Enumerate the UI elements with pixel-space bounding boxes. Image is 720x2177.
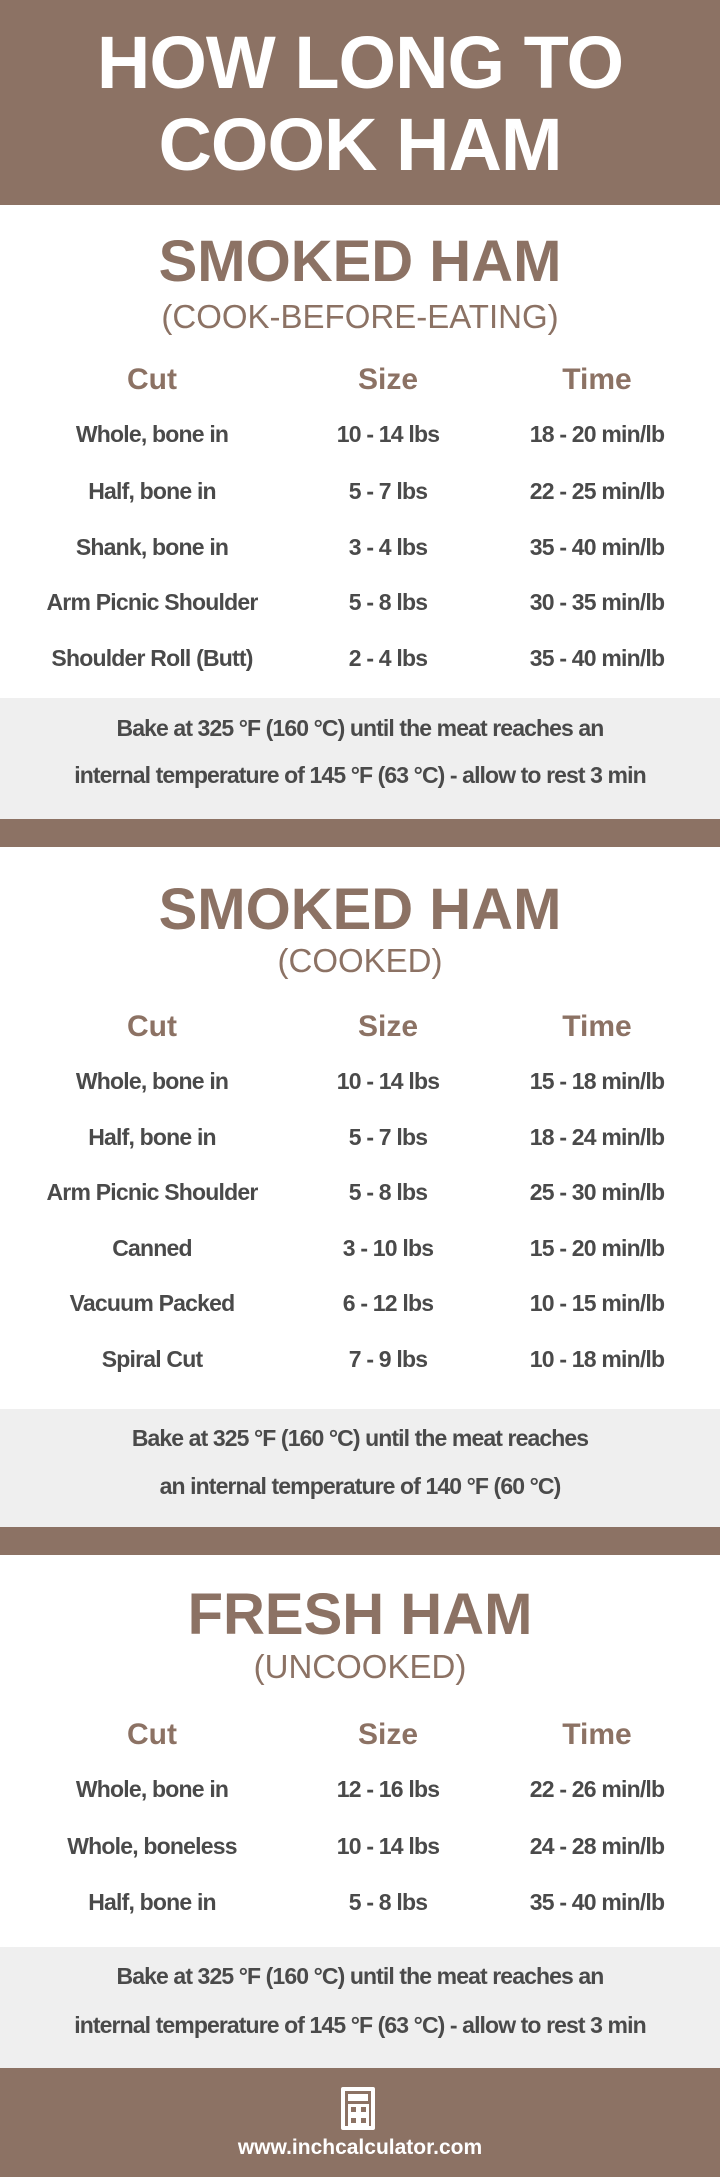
page-title-line-2: COOK HAM [158,103,562,186]
table-row: Half, bone in 5 - 8 lbs 35 - 40 min/lb [0,1887,720,1917]
cell-time: 25 - 30 min/lb [529,1179,665,1205]
section-divider [0,1527,720,1555]
cell-size: 10 - 14 lbs [336,421,440,447]
column-header-size: Size [357,363,419,396]
cell-cut: Spiral Cut [101,1346,203,1372]
cell-cut: Half, bone in [88,478,216,504]
column-header-time: Time [562,363,632,396]
section-divider [0,819,720,847]
cooking-note-line: an internal temperature of 140 °F (60 °C… [159,1473,562,1499]
cell-time: 10 - 15 min/lb [529,1290,665,1316]
cooking-note: Bake at 325 °F (160 °C) until the meat r… [0,698,720,819]
cell-time: 22 - 26 min/lb [529,1776,665,1802]
column-header-time: Time [562,1010,632,1043]
cell-cut: Shoulder Roll (Butt) [51,645,253,671]
column-header-row: Cut Size Time [0,1012,720,1042]
cell-cut: Canned [112,1235,192,1261]
cell-cut: Vacuum Packed [69,1290,236,1316]
cell-cut: Half, bone in [88,1889,216,1915]
table-row: Shoulder Roll (Butt) 2 - 4 lbs 35 - 40 min… [0,643,720,673]
cell-size: 3 - 4 lbs [348,534,428,560]
cell-cut: Shank, bone in [75,534,229,560]
cell-size: 10 - 14 lbs [336,1068,440,1094]
cooking-note-line: Bake at 325 °F (160 °C) until the meat r… [116,1963,605,1989]
cell-size: 5 - 8 lbs [348,589,428,615]
page-title-line-1: HOW LONG TO [96,21,624,104]
column-header-size: Size [357,1718,419,1751]
cooking-note-line: Bake at 325 °F (160 °C) until the meat r… [116,715,605,741]
cooking-note: Bake at 325 °F (160 °C) until the meat r… [0,1947,720,2068]
cell-size: 7 - 9 lbs [348,1346,428,1372]
cell-cut: Arm Picnic Shoulder [46,589,258,615]
footer: www.inchcalculator.com [0,2068,720,2177]
cell-time: 30 - 35 min/lb [529,589,665,615]
cell-time: 18 - 20 min/lb [529,421,665,447]
column-header-time: Time [562,1718,632,1751]
cell-size: 2 - 4 lbs [348,645,428,671]
table-row: Arm Picnic Shoulder 5 - 8 lbs 25 - 30 min/… [0,1177,720,1207]
cell-cut: Half, bone in [88,1124,216,1150]
cell-time: 24 - 28 min/lb [529,1833,665,1859]
cell-time: 15 - 18 min/lb [529,1068,665,1094]
table-row: Spiral Cut 7 - 9 lbs 10 - 18 min/lb [0,1344,720,1374]
column-header-cut: Cut [127,363,177,396]
cell-size: 5 - 7 lbs [348,1124,428,1150]
section-title: SMOKED HAM [158,229,562,294]
table-row: Whole, bone in 10 - 14 lbs 15 - 18 min/lb [0,1066,720,1096]
cell-time: 35 - 40 min/lb [529,534,665,560]
cell-size: 5 - 8 lbs [348,1889,428,1915]
cell-time: 18 - 24 min/lb [529,1124,665,1150]
cell-size: 12 - 16 lbs [336,1776,440,1802]
column-header-cut: Cut [127,1010,177,1043]
website-url[interactable]: www.inchcalculator.com [237,2136,483,2159]
column-header-size: Size [357,1010,419,1043]
table-row: Arm Picnic Shoulder 5 - 8 lbs 30 - 35 min/… [0,587,720,617]
cell-cut: Whole, bone in [75,421,229,447]
cell-size: 10 - 14 lbs [336,1833,440,1859]
column-header-row: Cut Size Time [0,1720,720,1750]
cell-cut: Whole, boneless [67,1833,237,1859]
section-subtitle: (COOKED) [277,942,443,979]
cell-time: 35 - 40 min/lb [529,645,665,671]
table-row: Vacuum Packed 6 - 12 lbs 10 - 15 min/lb [0,1288,720,1318]
cell-time: 10 - 18 min/lb [529,1346,665,1372]
table-row: Whole, boneless 10 - 14 lbs 24 - 28 min/lb [0,1831,720,1861]
cell-time: 22 - 25 min/lb [529,478,665,504]
section-subtitle: (COOK-BEFORE-EATING) [161,298,559,335]
cell-size: 6 - 12 lbs [342,1290,434,1316]
cell-size: 3 - 10 lbs [342,1235,434,1261]
table-row: Whole, bone in 10 - 14 lbs 18 - 20 min/lb [0,419,720,449]
cooking-note: Bake at 325 °F (160 °C) until the meat r… [0,1409,720,1527]
cell-cut: Arm Picnic Shoulder [46,1179,258,1205]
calculator-icon [341,2087,375,2130]
table-row: Whole, bone in 12 - 16 lbs 22 - 26 min/lb [0,1774,720,1804]
table-row: Canned 3 - 10 lbs 15 - 20 min/lb [0,1233,720,1263]
cell-time: 15 - 20 min/lb [529,1235,665,1261]
section-title: FRESH HAM [187,1582,533,1647]
cell-time: 35 - 40 min/lb [529,1889,665,1915]
cooking-note-line: Bake at 325 °F (160 °C) until the meat r… [131,1425,589,1451]
column-header-row: Cut Size Time [0,365,720,395]
column-header-cut: Cut [127,1718,177,1751]
section-subtitle: (UNCOOKED) [253,1648,467,1685]
cooking-note-line: internal temperature of 145 °F (63 °C) -… [74,762,646,788]
cell-size: 5 - 8 lbs [348,1179,428,1205]
section-title: SMOKED HAM [158,877,562,942]
cell-cut: Whole, bone in [75,1776,229,1802]
cooking-note-line: internal temperature of 145 °F (63 °C) -… [74,2012,646,2038]
table-row: Half, bone in 5 - 7 lbs 22 - 25 min/lb [0,476,720,506]
cell-cut: Whole, bone in [75,1068,229,1094]
table-row: Shank, bone in 3 - 4 lbs 35 - 40 min/lb [0,532,720,562]
page-header: HOW LONG TO COOK HAM [0,0,720,205]
cell-size: 5 - 7 lbs [348,478,428,504]
table-row: Half, bone in 5 - 7 lbs 18 - 24 min/lb [0,1122,720,1152]
